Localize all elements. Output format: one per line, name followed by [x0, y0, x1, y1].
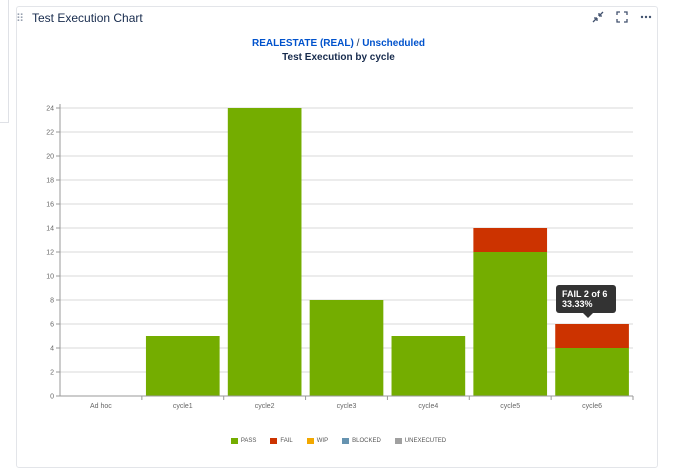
x-tick-label: cycle2 [255, 403, 275, 410]
legend-item-pass[interactable]: PASS [230, 438, 257, 444]
bar-pass-cycle3[interactable] [309, 300, 384, 396]
tooltip-line1: FAIL 2 of 6 [562, 289, 608, 299]
y-tick-label: 2 [50, 370, 54, 377]
x-tick-label: cycle5 [500, 403, 520, 410]
y-tick-label: 24 [46, 106, 54, 113]
bar-pass-cycle6[interactable] [555, 348, 629, 396]
legend-label: PASS [240, 438, 257, 444]
more-icon[interactable] [639, 10, 653, 24]
left-panel-edge [0, 0, 9, 123]
version-link[interactable]: Unscheduled [362, 38, 425, 49]
fullscreen-icon[interactable] [615, 10, 629, 24]
y-tick-label: 16 [46, 202, 54, 209]
bar-pass-cycle4[interactable] [391, 336, 466, 396]
y-tick-label: 22 [46, 130, 54, 137]
bar-layer [145, 108, 629, 396]
y-tick-label: 14 [46, 226, 54, 233]
project-link[interactable]: REALESTATE (REAL) [252, 38, 354, 49]
y-tick-label: 10 [46, 274, 54, 281]
legend-item-unexecuted[interactable]: UNEXECUTED [394, 438, 447, 444]
legend-label: UNEXECUTED [404, 438, 447, 444]
chart-subtitle: Test Execution by cycle [282, 52, 395, 63]
legend-label: WIP [316, 438, 329, 444]
y-tick-label: 20 [46, 154, 54, 161]
bar-fail-cycle5[interactable] [473, 228, 548, 252]
drag-handle-icon[interactable]: ⠿ [16, 13, 24, 25]
bar-pass-cycle5[interactable] [473, 252, 548, 396]
legend-item-fail[interactable]: FAIL [270, 438, 293, 444]
x-tick-label: cycle1 [173, 403, 193, 410]
y-tick-label: 6 [50, 322, 54, 329]
bar-pass-cycle2[interactable] [227, 108, 302, 396]
x-tick-label: cycle3 [337, 403, 357, 410]
legend-swatch [394, 438, 402, 444]
chart-heading: REALESTATE (REAL) / Unscheduled [0, 38, 677, 49]
bar-fail-cycle6[interactable] [555, 324, 629, 348]
panel-title: Test Execution Chart [32, 11, 143, 25]
y-tick-label: 4 [50, 346, 54, 353]
y-tick-label: 0 [50, 394, 54, 401]
x-tick-label: cycle4 [418, 403, 438, 410]
heading-separator: / [353, 38, 363, 49]
chart-legend: PASS FAIL WIP BLOCKED UNEXECUTED [0, 438, 677, 444]
panel-toolbar [591, 10, 653, 24]
bar-tooltip: FAIL 2 of 6 33.33% [556, 285, 616, 318]
x-tick-label: cycle6 [582, 403, 602, 410]
legend-swatch [270, 438, 278, 444]
y-tick-label: 12 [46, 250, 54, 257]
legend-swatch [342, 438, 350, 444]
legend-item-wip[interactable]: WIP [306, 438, 329, 444]
y-tick-label: 8 [50, 298, 54, 305]
y-tick-label: 18 [46, 178, 54, 185]
tooltip-line2: 33.33% [562, 299, 593, 309]
legend-label: BLOCKED [352, 438, 381, 444]
legend-swatch [306, 438, 314, 444]
collapse-icon[interactable] [591, 10, 605, 24]
bar-pass-cycle1[interactable] [145, 336, 220, 396]
legend-swatch [230, 438, 238, 444]
legend-label: FAIL [280, 438, 293, 444]
chart-panel [16, 6, 658, 468]
x-tick-label: Ad hoc [90, 403, 112, 410]
legend-item-blocked[interactable]: BLOCKED [342, 438, 381, 444]
